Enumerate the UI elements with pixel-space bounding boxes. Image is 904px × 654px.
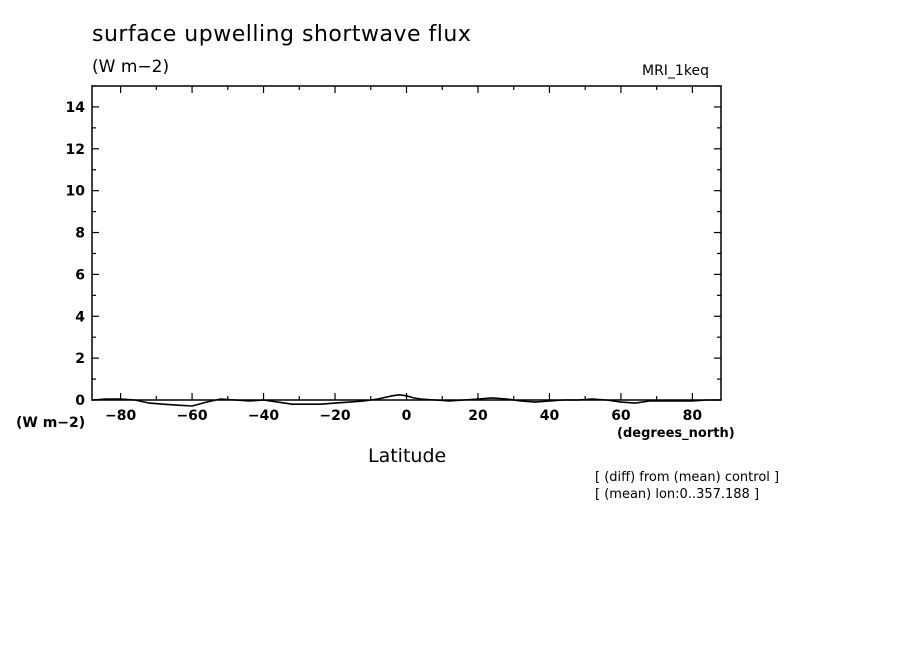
x-tick-label: 40 xyxy=(540,408,560,424)
y-tick-labels: 0 2 4 6 8 10 12 14 xyxy=(66,100,86,409)
y-tick-label: 4 xyxy=(75,309,85,325)
chart-units: (W m−2) xyxy=(92,57,170,77)
mean-note: [ (mean) lon:0..357.188 ] xyxy=(595,487,760,502)
y-tick-label: 10 xyxy=(66,184,86,200)
y-tick-label: 12 xyxy=(66,142,85,158)
data-line xyxy=(91,393,721,407)
axis-ticks xyxy=(92,85,721,401)
plot-frame xyxy=(91,85,722,401)
x-tick-label: −80 xyxy=(105,408,136,424)
x-tick-label: 0 xyxy=(402,408,412,424)
y-axis-label: (W m−2) xyxy=(16,415,86,431)
x-tick-label: −20 xyxy=(319,408,350,424)
x-tick-labels: −80 −60 −40 −20 0 20 40 60 80 xyxy=(105,408,702,424)
x-tick-label: 20 xyxy=(468,408,488,424)
x-tick-label: −60 xyxy=(176,408,207,424)
x-tick-label: 80 xyxy=(683,408,703,424)
chart-title: surface upwelling shortwave flux xyxy=(92,22,472,47)
diff-note: [ (diff) from (mean) control ] xyxy=(595,470,780,485)
y-tick-label: 2 xyxy=(75,351,85,367)
x-axis-units: (degrees_north) xyxy=(617,426,735,441)
x-tick-label: 60 xyxy=(611,408,631,424)
model-label: MRI_1keq xyxy=(642,63,709,79)
y-tick-label: 6 xyxy=(75,267,85,283)
x-tick-label: −40 xyxy=(248,408,279,424)
y-tick-label: 0 xyxy=(75,393,85,409)
y-tick-label: 14 xyxy=(66,100,86,116)
y-tick-label: 8 xyxy=(75,226,85,242)
x-axis-label: Latitude xyxy=(368,445,447,467)
